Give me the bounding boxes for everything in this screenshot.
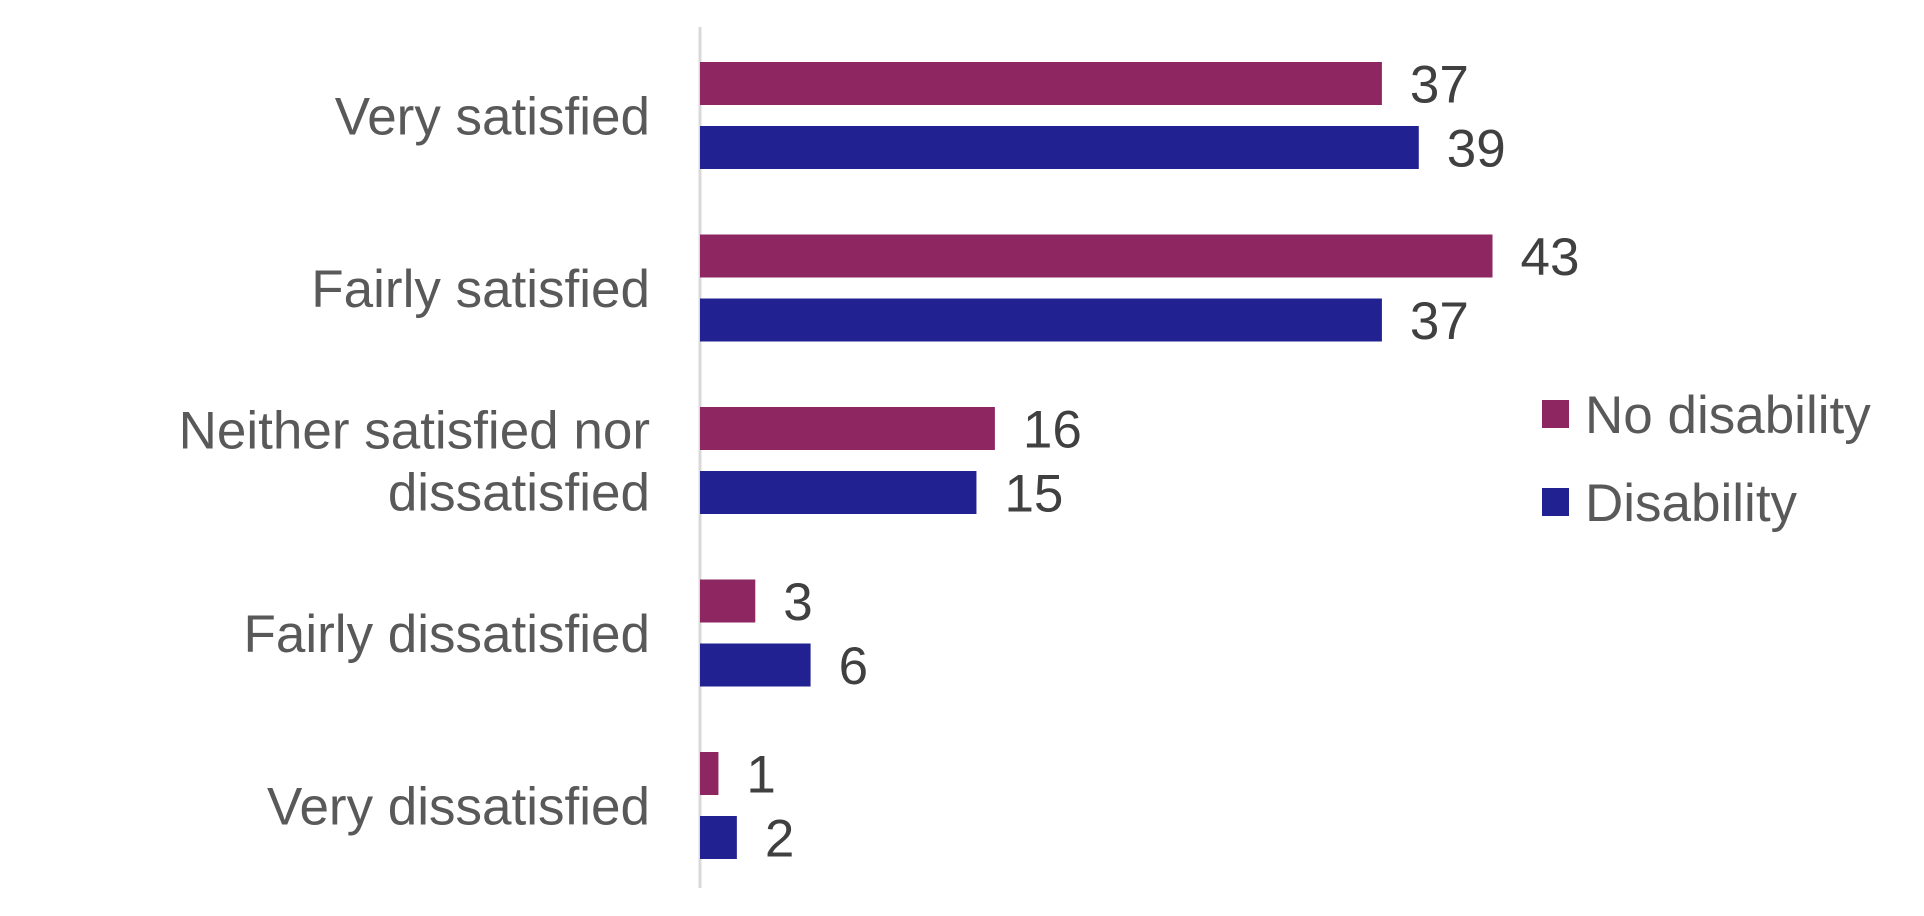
legend-swatch [1542,400,1569,428]
category-label: Neither satisfied nor dissatisfied [179,402,650,523]
data-label: 39 [1447,120,1506,179]
data-label: 43 [1520,228,1579,287]
legend-label: Disability [1585,474,1798,533]
bar-disability [700,126,1419,169]
bar-no-disability [700,407,995,450]
category-label: Very satisfied [335,88,650,147]
data-label: 1 [746,746,775,805]
data-label: 3 [783,573,812,632]
bar-disability [700,816,737,859]
bar-no-disability [700,579,756,623]
legend: No disability Disability [1542,386,1871,533]
bar-no-disability [700,62,1382,105]
data-label: 37 [1410,56,1469,115]
bar-disability [700,471,977,514]
category-label: Very dissatisfied [267,778,650,837]
data-label: 2 [765,810,794,869]
data-label: 37 [1410,292,1469,351]
bar-disability [700,298,1382,342]
data-label: 16 [1023,401,1082,460]
legend-label: No disability [1585,386,1871,445]
data-label: 15 [1004,465,1063,524]
bar-disability [700,643,811,687]
bar-no-disability [700,234,1493,278]
category-label: Fairly dissatisfied [244,605,650,664]
category-label: Fairly satisfied [311,260,650,319]
data-label: 6 [839,637,868,696]
legend-swatch [1542,488,1569,516]
bar-no-disability [700,752,719,795]
